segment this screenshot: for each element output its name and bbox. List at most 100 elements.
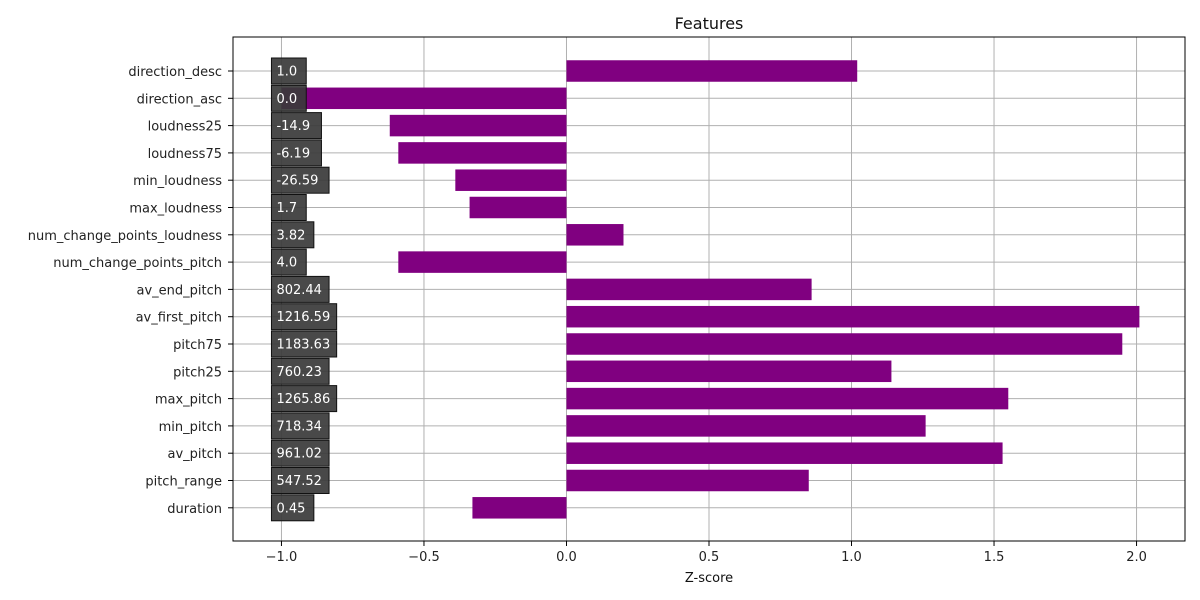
x-tick-label: −1.0	[266, 550, 298, 565]
value-label-box	[270, 357, 330, 385]
value-label-box	[270, 275, 330, 303]
value-label-box	[270, 166, 330, 194]
value-label-box	[270, 303, 338, 331]
y-tick-label: num_change_points_loudness	[28, 229, 222, 244]
value-label-box	[270, 139, 322, 167]
y-tick-label: min_loudness	[133, 174, 222, 189]
bar	[566, 305, 1140, 328]
value-label: 4.0	[276, 256, 297, 271]
value-label-box	[270, 494, 315, 522]
value-label: -6.19	[276, 146, 310, 161]
value-label: 1216.59	[276, 310, 330, 325]
y-tick-label: pitch_range	[145, 475, 222, 490]
value-label: -26.59	[276, 174, 318, 189]
y-tick-label: num_change_points_pitch	[53, 256, 222, 271]
value-labels: 1.0 0.0 -14.9 -6.19 -26.59 1.7 3.82 4.0 802.44 12…	[270, 57, 338, 522]
x-axis-label: Z-score	[685, 571, 733, 586]
value-label-box	[270, 248, 307, 276]
x-tick-label: −0.5	[408, 550, 440, 565]
y-tick-label: av_first_pitch	[136, 311, 222, 326]
value-label-group: 1.0	[270, 57, 307, 85]
value-label: 0.0	[276, 92, 297, 107]
value-label-group: 760.23	[270, 357, 330, 385]
bar	[469, 196, 567, 219]
bar	[455, 169, 567, 191]
value-label-box	[270, 57, 307, 85]
value-label-group: 1216.59	[270, 303, 338, 331]
value-label-box	[270, 412, 330, 440]
y-tick-label: pitch25	[173, 365, 222, 380]
value-label-box	[270, 194, 307, 221]
bar	[566, 224, 624, 246]
y-tick-label: loudness25	[148, 120, 222, 135]
value-label: 0.45	[276, 501, 305, 516]
y-tick-label: av_pitch	[167, 447, 222, 462]
bar	[398, 142, 567, 164]
value-label: 1183.63	[276, 338, 330, 353]
value-label: 718.34	[276, 419, 322, 434]
bar	[566, 387, 1009, 410]
value-label-box	[270, 112, 322, 140]
value-label-group: 3.82	[270, 221, 315, 249]
value-label: 802.44	[276, 283, 322, 298]
value-label-group: 4.0	[270, 248, 307, 276]
value-label-group: 0.45	[270, 494, 315, 522]
value-label-box	[270, 385, 338, 413]
bar	[566, 469, 809, 492]
value-label-group: 0.0	[270, 84, 307, 112]
value-label-group: 547.52	[270, 467, 330, 494]
value-label-group: 1183.63	[270, 330, 338, 358]
y-tick-label: loudness75	[148, 147, 222, 162]
value-label-group: -6.19	[270, 139, 322, 167]
value-label-group: 961.02	[270, 439, 330, 467]
bar	[472, 497, 567, 519]
bars	[281, 60, 1140, 519]
x-tick-label: 1.0	[841, 550, 862, 565]
y-tick-label: av_end_pitch	[137, 283, 223, 298]
y-tick-label: direction_desc	[128, 65, 222, 80]
value-label: 961.02	[276, 447, 322, 462]
bar	[566, 278, 812, 301]
value-label-group: -26.59	[270, 166, 330, 194]
value-label-box	[270, 221, 315, 249]
value-label-box	[270, 467, 330, 494]
value-label-box	[270, 84, 307, 112]
value-label-group: 718.34	[270, 412, 330, 440]
bar	[398, 251, 567, 273]
y-tick-label: duration	[167, 502, 222, 517]
y-tick-label: pitch75	[173, 338, 222, 353]
x-axis-ticks: −1.0 −0.5 0.0 0.5 1.0 1.5 2.0	[266, 541, 1147, 565]
chart-title: Features	[675, 14, 744, 33]
y-tick-label: max_loudness	[129, 202, 222, 217]
y-axis-ticks: direction_desc direction_asc loudness25 lou…	[28, 65, 233, 517]
bar	[566, 60, 858, 82]
y-tick-label: min_pitch	[159, 420, 222, 435]
x-tick-label: 0.0	[556, 550, 577, 565]
bar	[566, 442, 1003, 464]
value-label: 1.7	[276, 201, 297, 216]
value-label: -14.9	[276, 119, 310, 134]
bar	[566, 415, 926, 437]
value-label: 1265.86	[276, 392, 330, 407]
value-label-box	[270, 330, 338, 358]
value-label-group: 1265.86	[270, 385, 338, 413]
value-label: 3.82	[276, 228, 305, 243]
y-tick-label: direction_asc	[137, 92, 222, 107]
value-label-group: 802.44	[270, 275, 330, 303]
value-label: 760.23	[276, 365, 322, 380]
x-tick-label: 0.5	[699, 550, 720, 565]
x-tick-label: 2.0	[1126, 550, 1147, 565]
bar	[281, 87, 567, 110]
y-tick-label: max_pitch	[155, 393, 222, 408]
value-label-box	[270, 439, 330, 467]
x-tick-label: 1.5	[984, 550, 1005, 565]
bar	[566, 333, 1123, 355]
bar	[389, 114, 567, 137]
value-label-group: -14.9	[270, 112, 322, 140]
value-label-group: 1.7	[270, 194, 307, 221]
value-label: 547.52	[276, 474, 322, 489]
value-label: 1.0	[276, 65, 297, 80]
bar	[566, 360, 892, 383]
